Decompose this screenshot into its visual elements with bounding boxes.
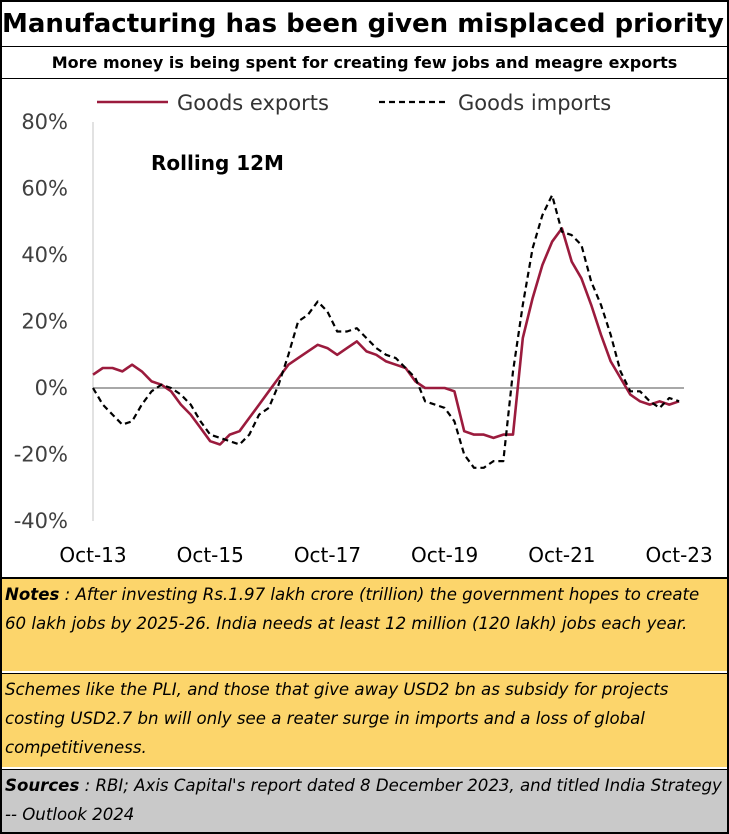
notes-label: Notes xyxy=(5,585,60,604)
chart-area: -40% -20% 0% 20% 40% 60% 80% Oct-13 Oct-15 Oct-1… xyxy=(2,80,727,575)
y-tick-label: -20% xyxy=(14,443,68,467)
sources-separator: : xyxy=(79,776,96,795)
notes-text: After investing Rs.1.97 lakh crore (tril… xyxy=(5,585,700,633)
notes-box: Notes : After investing Rs.1.97 lakh cro… xyxy=(2,577,727,671)
schemes-text: Schemes like the PLI, and those that giv… xyxy=(5,680,669,757)
x-tick-label: Oct-17 xyxy=(294,543,361,567)
x-tick-label: Oct-23 xyxy=(645,543,712,567)
line-chart: -40%-20%0%20%40%60%80% Oct-13 Oct-15 Oct-1… xyxy=(14,91,713,567)
sources-text: RBI; Axis Capital's report dated 8 Decem… xyxy=(5,776,722,824)
y-tick-label: 40% xyxy=(21,243,68,267)
notes-separator: : xyxy=(59,585,76,604)
legend-label-goods-imports: Goods imports xyxy=(458,91,611,115)
series-lines xyxy=(92,194,680,469)
series-line-goods-exports xyxy=(92,227,680,446)
sources-box: Sources : RBI; Axis Capital's report dat… xyxy=(2,769,727,832)
y-axis-tick-labels: -40% -20% 0% 20% 40% 60% 80% xyxy=(14,110,68,533)
y-tick-label: 60% xyxy=(21,177,68,201)
axes xyxy=(92,122,684,521)
x-tick-label: Oct-15 xyxy=(177,543,244,567)
chart-annotation: Rolling 12M xyxy=(151,151,284,175)
schemes-box: Schemes like the PLI, and those that giv… xyxy=(2,673,727,767)
x-axis-tick-labels: Oct-13 Oct-15 Oct-17 Oct-19 Oct-21 Oct-23 xyxy=(59,543,712,567)
series-line-goods-imports xyxy=(92,194,680,469)
x-tick-label: Oct-19 xyxy=(411,543,478,567)
y-tick-label: 20% xyxy=(21,310,68,334)
legend-label-goods-exports: Goods exports xyxy=(177,91,329,115)
y-tick-label: 80% xyxy=(21,110,68,134)
y-tick-label: -40% xyxy=(14,509,68,533)
page-subtitle: More money is being spent for creating f… xyxy=(2,48,727,79)
y-tick-label: 0% xyxy=(35,376,68,400)
x-tick-label: Oct-13 xyxy=(59,543,126,567)
legend: Goods exports Goods imports xyxy=(97,91,611,115)
sources-label: Sources xyxy=(5,776,80,795)
x-tick-label: Oct-21 xyxy=(528,543,595,567)
page-title: Manufacturing has been given misplaced p… xyxy=(2,2,727,47)
